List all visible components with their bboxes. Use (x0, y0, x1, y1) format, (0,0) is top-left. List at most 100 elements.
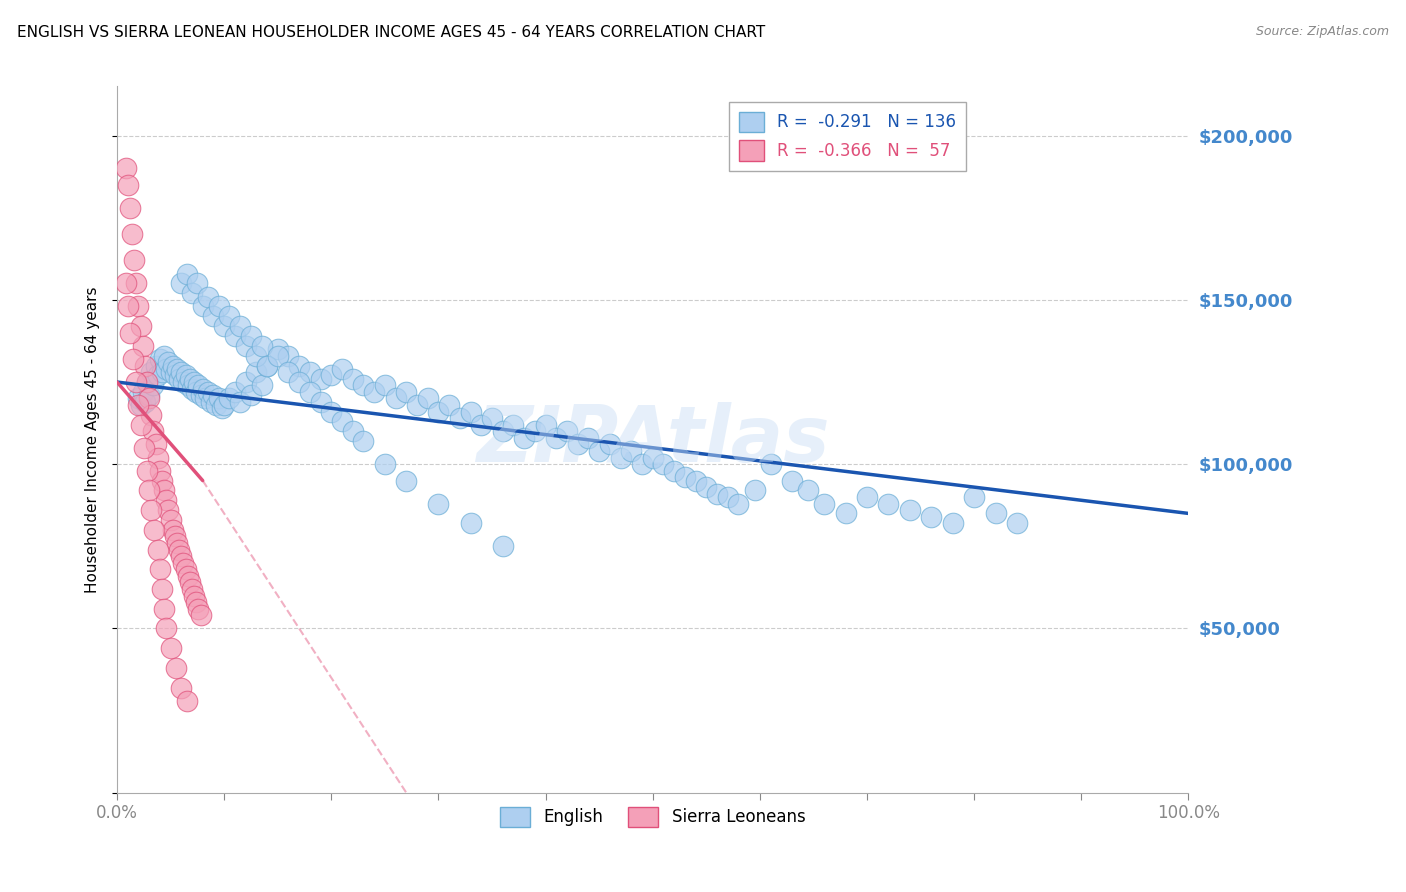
Text: ENGLISH VS SIERRA LEONEAN HOUSEHOLDER INCOME AGES 45 - 64 YEARS CORRELATION CHAR: ENGLISH VS SIERRA LEONEAN HOUSEHOLDER IN… (17, 25, 765, 40)
Point (146, 368, 169, 383)
Point (208, 392, 231, 406)
Point (166, 536, 188, 550)
Point (352, 434, 374, 449)
Point (963, 490, 986, 504)
Point (197, 290, 219, 304)
Point (150, 474, 173, 488)
Point (609, 450, 631, 465)
Point (470, 417, 492, 432)
Point (239, 388, 262, 402)
Point (150, 582, 173, 596)
Point (288, 359, 311, 373)
Point (118, 201, 141, 215)
Point (153, 349, 176, 363)
Point (460, 404, 482, 418)
Point (162, 359, 184, 373)
Point (131, 384, 153, 399)
Point (114, 161, 136, 176)
Point (288, 375, 311, 389)
Point (395, 384, 418, 399)
Point (141, 408, 163, 422)
Point (165, 661, 187, 675)
Point (202, 310, 225, 324)
Point (145, 437, 167, 451)
Point (181, 382, 204, 396)
Point (673, 470, 696, 484)
Point (157, 355, 180, 369)
Point (176, 694, 198, 708)
Point (129, 398, 152, 412)
Point (167, 372, 190, 386)
Point (267, 342, 290, 356)
Point (224, 329, 246, 343)
Point (190, 608, 212, 623)
Point (146, 542, 169, 557)
Point (167, 542, 190, 557)
Point (176, 378, 198, 392)
Point (159, 641, 181, 656)
Point (141, 365, 163, 379)
Point (631, 457, 654, 471)
Point (159, 513, 181, 527)
Point (395, 474, 418, 488)
Point (212, 398, 235, 412)
Point (492, 425, 515, 439)
Point (136, 375, 159, 389)
Point (588, 444, 610, 458)
Point (138, 388, 160, 402)
Point (125, 375, 148, 389)
Point (129, 417, 152, 432)
Point (460, 516, 482, 531)
Point (127, 392, 149, 406)
Point (298, 365, 321, 379)
Point (172, 375, 194, 389)
Point (717, 490, 740, 504)
Point (191, 382, 214, 396)
Point (706, 486, 728, 500)
Point (250, 339, 273, 353)
Point (174, 368, 197, 383)
Point (235, 339, 257, 353)
Point (149, 464, 172, 478)
Point (153, 483, 176, 498)
Point (129, 319, 152, 334)
Point (183, 375, 205, 389)
Point (117, 178, 139, 192)
Point (218, 310, 240, 324)
Point (155, 621, 177, 635)
Point (181, 582, 204, 596)
Point (179, 575, 201, 590)
Point (157, 503, 180, 517)
Point (277, 349, 299, 363)
Point (131, 339, 153, 353)
Point (136, 464, 159, 478)
Point (114, 277, 136, 291)
Point (256, 359, 278, 373)
Point (202, 388, 225, 402)
Point (920, 509, 942, 524)
Point (759, 457, 782, 471)
Point (163, 368, 186, 383)
Point (132, 441, 155, 455)
Point (416, 392, 439, 406)
Point (298, 384, 321, 399)
Point (138, 483, 160, 498)
Point (211, 401, 233, 416)
Point (481, 411, 503, 425)
Point (186, 384, 208, 399)
Point (162, 523, 184, 537)
Point (555, 425, 578, 439)
Point (191, 300, 214, 314)
Point (142, 378, 165, 392)
Text: ZIPAtlas: ZIPAtlas (477, 401, 830, 477)
Point (267, 349, 290, 363)
Point (277, 365, 299, 379)
Point (204, 398, 226, 412)
Point (695, 480, 717, 494)
Point (245, 349, 267, 363)
Point (121, 227, 143, 242)
Point (174, 562, 197, 576)
Point (685, 474, 707, 488)
Point (374, 457, 396, 471)
Point (190, 388, 212, 402)
